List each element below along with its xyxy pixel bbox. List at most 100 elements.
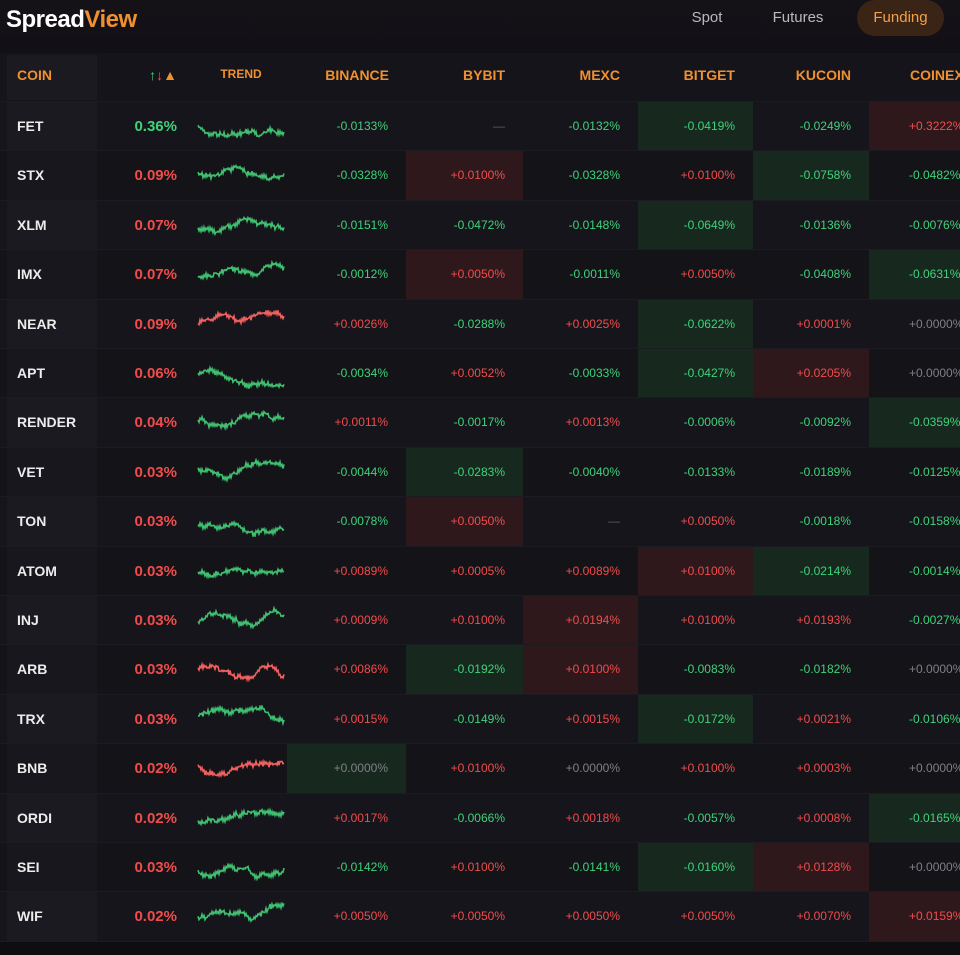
coinex-funding-rate[interactable]: -0.0165% <box>869 793 960 843</box>
coin-symbol[interactable]: ORDI <box>17 809 52 826</box>
coin-symbol[interactable]: BNB <box>17 760 48 777</box>
table-row[interactable]: APT 0.06% -0.0034% +0.0052% -0.0033% -0.0427%… <box>0 348 960 398</box>
coin-symbol[interactable]: IMX <box>17 266 42 283</box>
header-kucoin[interactable]: KUCOIN <box>795 67 851 83</box>
header-bybit[interactable]: BYBIT <box>463 67 505 83</box>
coin-symbol[interactable]: XLM <box>17 216 47 233</box>
bitget-funding-rate[interactable]: -0.0083% <box>683 662 735 677</box>
binance-funding-rate[interactable]: -0.0034% <box>336 366 388 380</box>
coin-symbol[interactable]: WIF <box>17 908 43 925</box>
coinex-funding-rate[interactable]: +0.0000% <box>909 662 960 677</box>
binance-funding-rate[interactable]: +0.0050% <box>333 909 388 924</box>
binance-funding-rate[interactable]: +0.0017% <box>333 810 388 825</box>
bybit-funding-rate[interactable]: +0.0050% <box>406 497 523 547</box>
table-row[interactable]: BNB 0.02% +0.0000% +0.0100% +0.0000% +0.0100%… <box>0 743 960 794</box>
binance-funding-rate[interactable]: +0.0009% <box>333 613 388 627</box>
coinex-funding-rate[interactable]: -0.0158% <box>909 514 960 529</box>
table-row[interactable]: STX 0.09% -0.0328% +0.0100% -0.0328% +0.0100%… <box>0 150 960 201</box>
table-row[interactable]: IMX 0.07% -0.0012% +0.0050% -0.0011% +0.0050%… <box>0 249 960 300</box>
bitget-funding-rate[interactable]: +0.0050% <box>680 514 735 529</box>
table-row[interactable]: ORDI 0.02% +0.0017% -0.0066% +0.0018% -0.0057… <box>0 792 960 843</box>
bybit-funding-rate[interactable]: -0.0149% <box>453 711 505 726</box>
bitget-funding-rate[interactable]: -0.0133% <box>683 464 735 479</box>
coin-symbol[interactable]: ATOM <box>17 562 57 579</box>
mexc-funding-rate[interactable]: -0.0148% <box>568 217 620 232</box>
bybit-funding-rate[interactable]: -0.0066% <box>453 810 505 825</box>
header-mexc[interactable]: MEXC <box>579 67 620 83</box>
table-row[interactable]: FET 0.36% -0.0133% — -0.0132% -0.0419% -0.0249… <box>0 101 960 151</box>
kucoin-funding-rate[interactable]: -0.0249% <box>799 119 851 133</box>
mexc-funding-rate[interactable]: -0.0040% <box>568 464 620 479</box>
bitget-funding-rate[interactable]: +0.0100% <box>638 546 753 596</box>
binance-funding-rate[interactable]: -0.0078% <box>336 514 388 529</box>
coinex-funding-rate[interactable]: +0.0000% <box>909 316 960 331</box>
coinex-funding-rate[interactable]: -0.0076% <box>909 217 960 232</box>
bybit-funding-rate[interactable]: +0.0050% <box>450 909 505 924</box>
kucoin-funding-rate[interactable]: -0.0189% <box>799 464 851 479</box>
bitget-funding-rate[interactable]: -0.0006% <box>683 415 735 430</box>
kucoin-funding-rate[interactable]: +0.0205% <box>753 349 869 398</box>
binance-funding-rate[interactable]: -0.0044% <box>336 464 388 479</box>
table-row[interactable]: ATOM 0.03% +0.0089% +0.0005% +0.0089% +0.0100… <box>0 545 960 596</box>
kucoin-funding-rate[interactable]: -0.0214% <box>753 546 869 596</box>
bitget-funding-rate[interactable]: -0.0649% <box>638 200 753 250</box>
coin-symbol[interactable]: APT <box>17 365 45 381</box>
bitget-funding-rate[interactable]: -0.0622% <box>638 299 753 349</box>
mexc-funding-rate[interactable]: -0.0033% <box>568 366 620 380</box>
coinex-funding-rate[interactable]: -0.0631% <box>869 250 960 300</box>
kucoin-funding-rate[interactable]: -0.0092% <box>799 415 851 430</box>
tab-funding[interactable]: Funding <box>857 0 944 36</box>
bitget-funding-rate[interactable]: +0.0100% <box>680 761 735 776</box>
header-coin[interactable]: COIN <box>17 67 52 83</box>
coinex-funding-rate[interactable]: +0.0159% <box>869 892 960 942</box>
kucoin-funding-rate[interactable]: -0.0182% <box>799 662 851 677</box>
bitget-funding-rate[interactable]: -0.0419% <box>638 102 753 151</box>
coinex-funding-rate[interactable]: -0.0125% <box>909 464 960 479</box>
coinex-funding-rate[interactable]: +0.3222% <box>869 102 960 151</box>
kucoin-funding-rate[interactable]: +0.0008% <box>796 810 851 825</box>
binance-funding-rate[interactable]: +0.0026% <box>333 316 388 331</box>
header-bitget[interactable]: BITGET <box>683 67 735 83</box>
coinex-funding-rate[interactable]: +0.0000% <box>909 761 960 776</box>
bitget-funding-rate[interactable]: -0.0057% <box>683 810 735 825</box>
mexc-funding-rate[interactable]: +0.0025% <box>565 316 620 331</box>
mexc-funding-rate[interactable]: +0.0000% <box>565 761 620 776</box>
coin-symbol[interactable]: INJ <box>17 612 39 628</box>
coin-symbol[interactable]: RENDER <box>17 414 77 431</box>
coin-symbol[interactable]: FET <box>17 118 44 134</box>
binance-funding-rate[interactable]: -0.0142% <box>336 860 388 874</box>
bybit-funding-rate[interactable]: — <box>493 119 505 133</box>
bybit-funding-rate[interactable]: -0.0283% <box>406 447 523 497</box>
kucoin-funding-rate[interactable]: -0.0018% <box>799 514 851 529</box>
header-binance[interactable]: BINANCE <box>325 67 389 83</box>
mexc-funding-rate[interactable]: +0.0015% <box>565 711 620 726</box>
table-row[interactable]: XLM 0.07% -0.0151% -0.0472% -0.0148% -0.0649%… <box>0 199 960 250</box>
binance-funding-rate[interactable]: +0.0015% <box>333 711 388 726</box>
tab-spot[interactable]: Spot <box>691 9 723 26</box>
kucoin-funding-rate[interactable]: -0.0408% <box>799 267 851 282</box>
table-row[interactable]: SEI 0.03% -0.0142% +0.0100% -0.0141% -0.0160%… <box>0 842 960 892</box>
mexc-funding-rate[interactable]: +0.0100% <box>523 645 638 695</box>
coin-symbol[interactable]: SEI <box>17 859 40 875</box>
coinex-funding-rate[interactable]: -0.0027% <box>909 613 960 627</box>
coin-symbol[interactable]: TRX <box>17 710 45 727</box>
coinex-funding-rate[interactable]: -0.0106% <box>909 711 960 726</box>
bybit-funding-rate[interactable]: -0.0017% <box>453 415 505 430</box>
mexc-funding-rate[interactable]: +0.0050% <box>565 909 620 924</box>
mexc-funding-rate[interactable]: +0.0018% <box>565 810 620 825</box>
header-trend[interactable]: TREND <box>220 67 262 81</box>
binance-funding-rate[interactable]: +0.0086% <box>333 662 388 677</box>
coinex-funding-rate[interactable]: -0.0014% <box>909 563 960 578</box>
bybit-funding-rate[interactable]: -0.0288% <box>453 316 505 331</box>
bybit-funding-rate[interactable]: +0.0100% <box>450 761 505 776</box>
coin-symbol[interactable]: STX <box>17 167 45 184</box>
mexc-funding-rate[interactable]: -0.0132% <box>568 119 620 133</box>
kucoin-funding-rate[interactable]: +0.0001% <box>796 316 851 331</box>
coin-symbol[interactable]: VET <box>17 463 45 480</box>
header-coinex[interactable]: COINEX <box>910 67 960 83</box>
table-row[interactable]: VET 0.03% -0.0044% -0.0283% -0.0040% -0.0133%… <box>0 446 960 497</box>
kucoin-funding-rate[interactable]: +0.0003% <box>796 761 851 776</box>
bybit-funding-rate[interactable]: +0.0100% <box>450 613 505 627</box>
bitget-funding-rate[interactable]: +0.0050% <box>680 267 735 282</box>
table-row[interactable]: WIF 0.02% +0.0050% +0.0050% +0.0050% +0.0050%… <box>0 891 960 942</box>
